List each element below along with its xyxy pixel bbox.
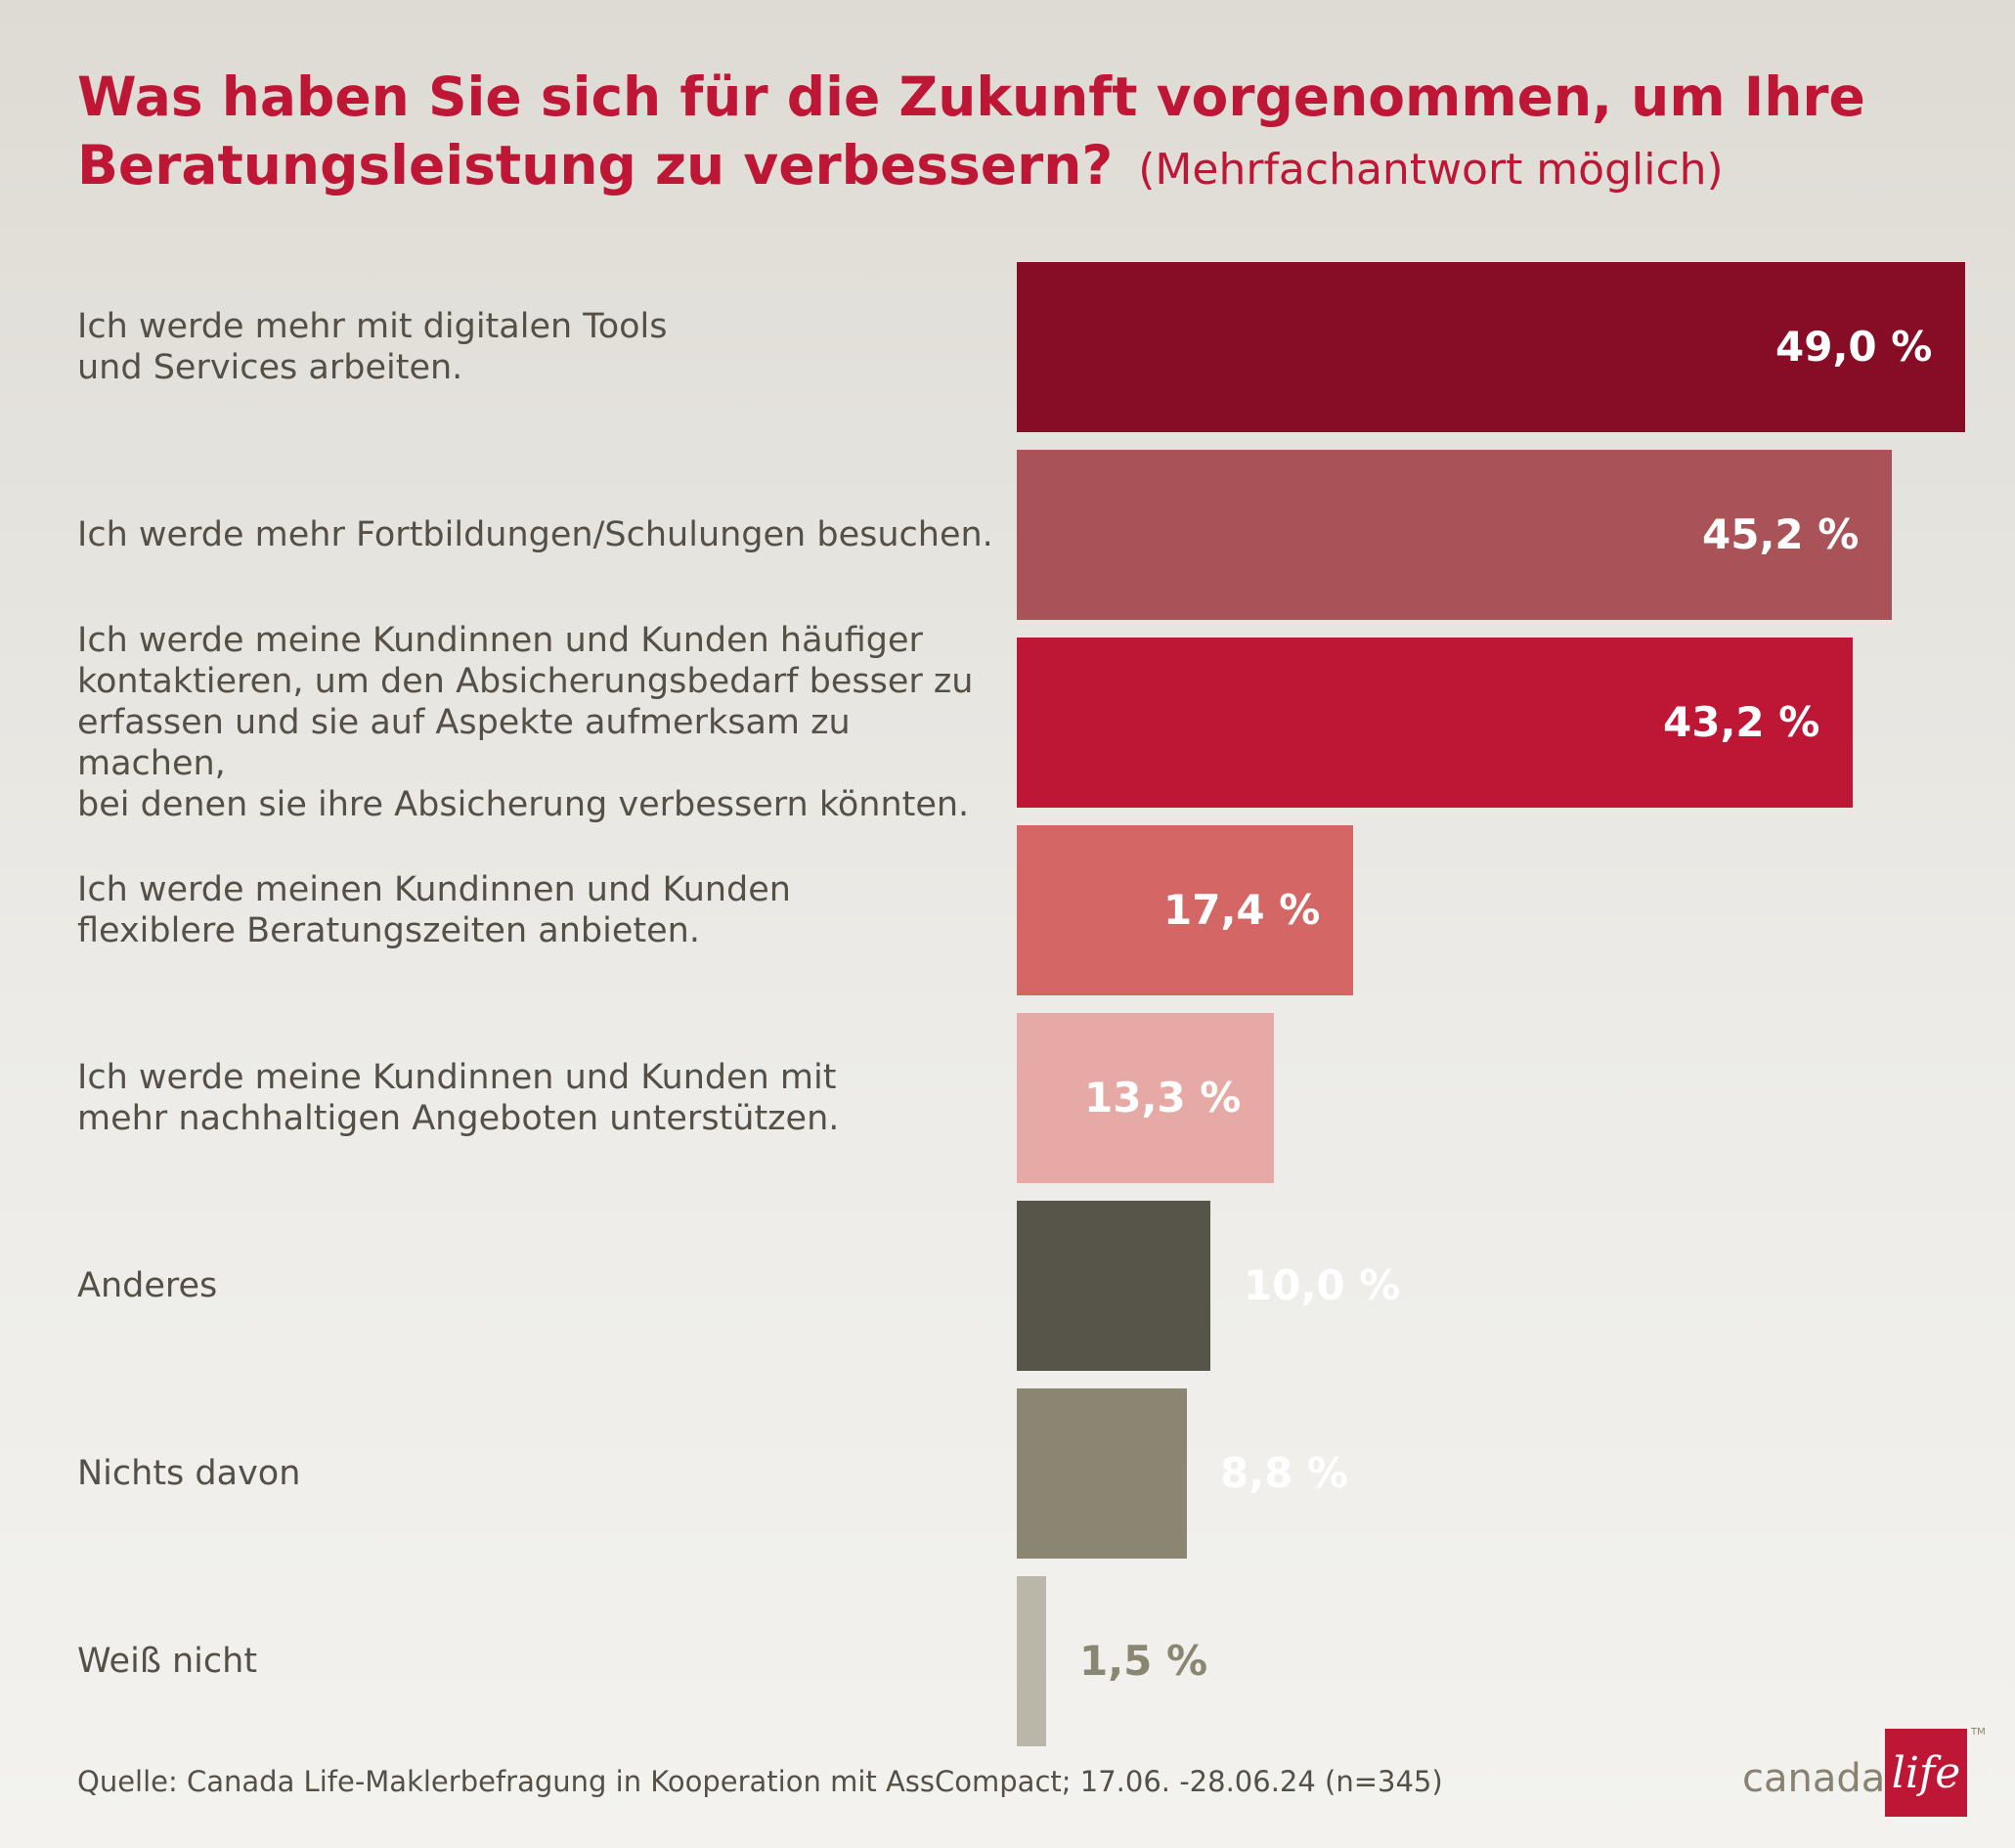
logo-trademark: TM <box>1971 1727 1986 1738</box>
chart-title: Was haben Sie sich für die Zukunft vorge… <box>77 63 1935 204</box>
category-label: Ich werde meine Kundinnen und Kunden mit… <box>77 1058 840 1138</box>
value-label: 43,2 % <box>1663 698 1820 746</box>
bar <box>1017 825 1353 995</box>
bar <box>1017 1576 1046 1746</box>
value-label: 13,3 % <box>1084 1074 1242 1122</box>
value-label: 49,0 % <box>1775 323 1933 371</box>
value-label: 10,0 % <box>1244 1261 1401 1309</box>
chart-subtitle: (Mehrfachantwort möglich) <box>1138 145 1724 195</box>
chart-title-main: Was haben Sie sich für die Zukunft vorge… <box>77 66 1865 197</box>
logo-mark-text: life <box>1891 1747 1961 1798</box>
bar <box>1017 450 1892 620</box>
category-label: Ich werde mehr mit digitalen Tools und S… <box>77 307 668 387</box>
category-label: Nichts davon <box>77 1454 301 1493</box>
category-label: Ich werde mehr Fortbildungen/Schulungen … <box>77 515 993 554</box>
category-label: Ich werde meine Kundinnen und Kunden häu… <box>77 621 974 824</box>
value-label: 1,5 % <box>1079 1637 1208 1685</box>
bar <box>1017 638 1853 808</box>
source-note: Quelle: Canada Life-Maklerbefragung in K… <box>77 1765 1443 1798</box>
logo-wordmark: canada <box>1742 1756 1886 1801</box>
category-label: Anderes <box>77 1266 218 1305</box>
canada-life-logo: canada life TM <box>1742 1727 1986 1817</box>
bar <box>1017 1013 1274 1183</box>
value-label: 17,4 % <box>1163 886 1321 934</box>
category-label: Ich werde meinen Kundinnen und Kunden fl… <box>77 870 791 950</box>
bar <box>1017 1201 1210 1371</box>
value-label: 8,8 % <box>1220 1449 1349 1497</box>
logo-mark: life <box>1885 1729 1967 1817</box>
category-label: Weiß nicht <box>77 1642 258 1681</box>
bar <box>1017 262 1965 432</box>
value-label: 45,2 % <box>1702 510 1860 558</box>
bar <box>1017 1388 1187 1559</box>
